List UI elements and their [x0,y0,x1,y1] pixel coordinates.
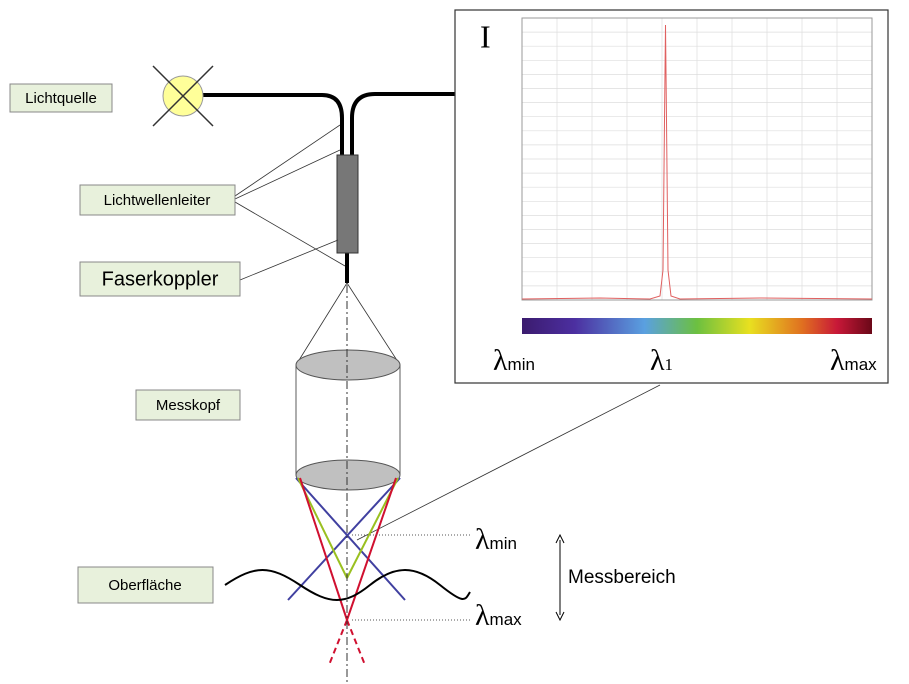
label: Messkopf [156,397,221,414]
label: Oberfläche [108,577,181,594]
label-box [79,184,236,216]
label-box [9,83,113,113]
grid [522,18,872,300]
text-part: λ [475,523,490,556]
fiber [350,92,455,160]
coupler [336,154,359,254]
text-part: max [490,610,523,629]
lambda-max: λmax [475,599,522,632]
surface [224,569,471,601]
range-arrow-heads [555,533,565,622]
lambda-min: λmin [493,344,535,377]
label: Messbereich [568,567,676,588]
label: Lichtquelle [25,90,97,107]
text-part: 1 [665,355,674,374]
lens [295,349,401,381]
cone [295,282,401,475]
text-part: λ [493,344,508,377]
label-box [77,566,214,604]
text-part: λ [830,344,845,377]
text-part: min [490,534,517,553]
fiber [203,93,344,160]
label: Faserkoppler [102,268,219,290]
intensity-label: I [480,18,491,54]
lens [295,459,401,491]
rays [287,477,406,666]
label: Lichtwellenleiter [104,192,211,209]
text-part: min [508,355,535,374]
lamp-cross [152,65,214,127]
color-bar [522,318,872,334]
text-part: max [845,355,878,374]
spectrum-peak [521,24,873,300]
plot-frame [521,17,873,301]
lambda-1: λ1 [650,344,673,377]
text-part: λ [475,599,490,632]
lambda-min: λmin [475,523,517,556]
leader-lines [234,124,661,541]
label-box [79,261,241,297]
lambda-max: λmax [830,344,877,377]
label-box [135,389,241,421]
text-part: λ [650,344,665,377]
